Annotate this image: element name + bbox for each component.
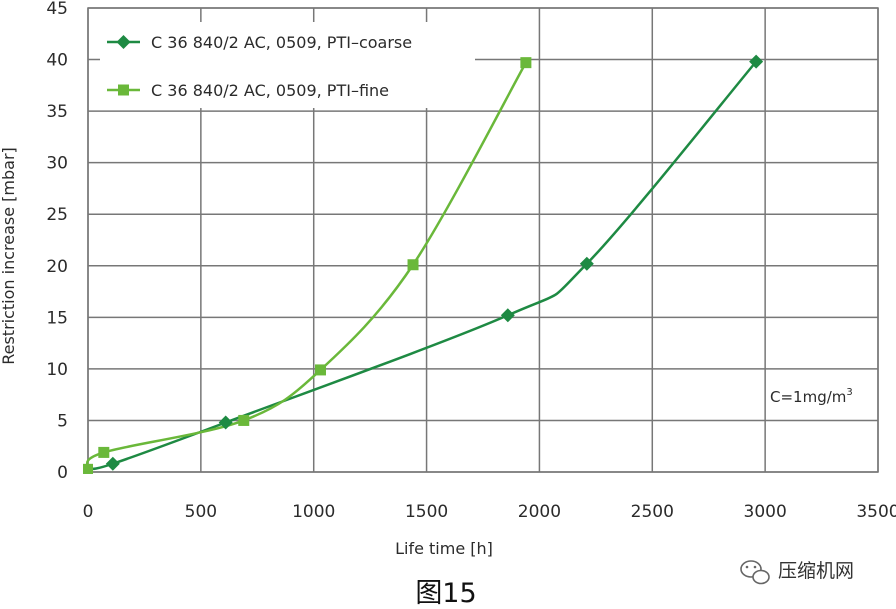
series-line-0: [87, 60, 758, 471]
x-tick-label-3: 1500: [405, 502, 448, 522]
series-markers: [83, 54, 764, 474]
y-tick-label-4: 20: [46, 257, 68, 277]
y-tick-label-2: 10: [46, 360, 68, 380]
y-tick-label-5: 25: [46, 205, 68, 225]
y-tick-label-8: 40: [46, 51, 68, 71]
y-tick-label-9: 45: [46, 0, 68, 19]
legend-marker-0: [116, 35, 131, 49]
series-1-point-1: [98, 446, 110, 458]
x-tick-label-6: 3000: [744, 502, 787, 522]
legend-marker-1: [118, 84, 129, 96]
x-tick-label-5: 2500: [631, 502, 674, 522]
watermark: 压缩机网: [740, 560, 854, 585]
x-axis-label: Life time [h]: [395, 539, 493, 558]
series-1-point-0: [83, 463, 93, 474]
series-1-point-5: [520, 57, 532, 69]
series-0-point-3: [500, 308, 515, 323]
x-tick-label-1: 500: [185, 502, 217, 522]
series-0-point-5: [749, 54, 764, 69]
y-tick-label-3: 15: [46, 308, 68, 328]
legend-box: [100, 22, 475, 108]
series-0-point-4: [579, 256, 594, 271]
plot-frame: [87, 7, 879, 473]
x-tick-label-2: 1000: [292, 502, 335, 522]
legend-label-1: C 36 840/2 AC, 0509, PTI–fine: [151, 81, 389, 100]
watermark-text: 压缩机网: [778, 560, 854, 582]
concentration-note: C=1mg/m3: [770, 387, 853, 406]
x-ticks: 0 500 1000 1500 2000 2500 3000 3500: [83, 502, 896, 522]
series-0-point-2: [218, 415, 233, 430]
figure-caption: 图15: [415, 578, 476, 609]
y-tick-label-7: 35: [46, 102, 68, 122]
legend-label-0: C 36 840/2 AC, 0509, PTI–coarse: [151, 33, 412, 52]
y-axis-label: Restriction increase [mbar]: [0, 147, 18, 365]
wechat-icon: [740, 560, 770, 585]
x-tick-label-4: 2000: [518, 502, 561, 522]
series-0-point-1: [105, 456, 120, 471]
legend: C 36 840/2 AC, 0509, PTI–coarse C 36 840/…: [107, 33, 412, 100]
y-tick-label-6: 30: [46, 154, 68, 174]
series-1-point-2: [238, 414, 250, 426]
series-1-point-3: [314, 364, 326, 376]
x-tick-label-7: 3500: [856, 502, 896, 522]
y-tick-label-0: 0: [57, 463, 68, 483]
y-tick-label-1: 5: [57, 411, 68, 431]
x-tick-label-0: 0: [83, 502, 94, 522]
series-1-point-4: [407, 259, 419, 271]
y-ticks: 0 5 10 15 20 25 30 35 40 45: [46, 0, 68, 483]
